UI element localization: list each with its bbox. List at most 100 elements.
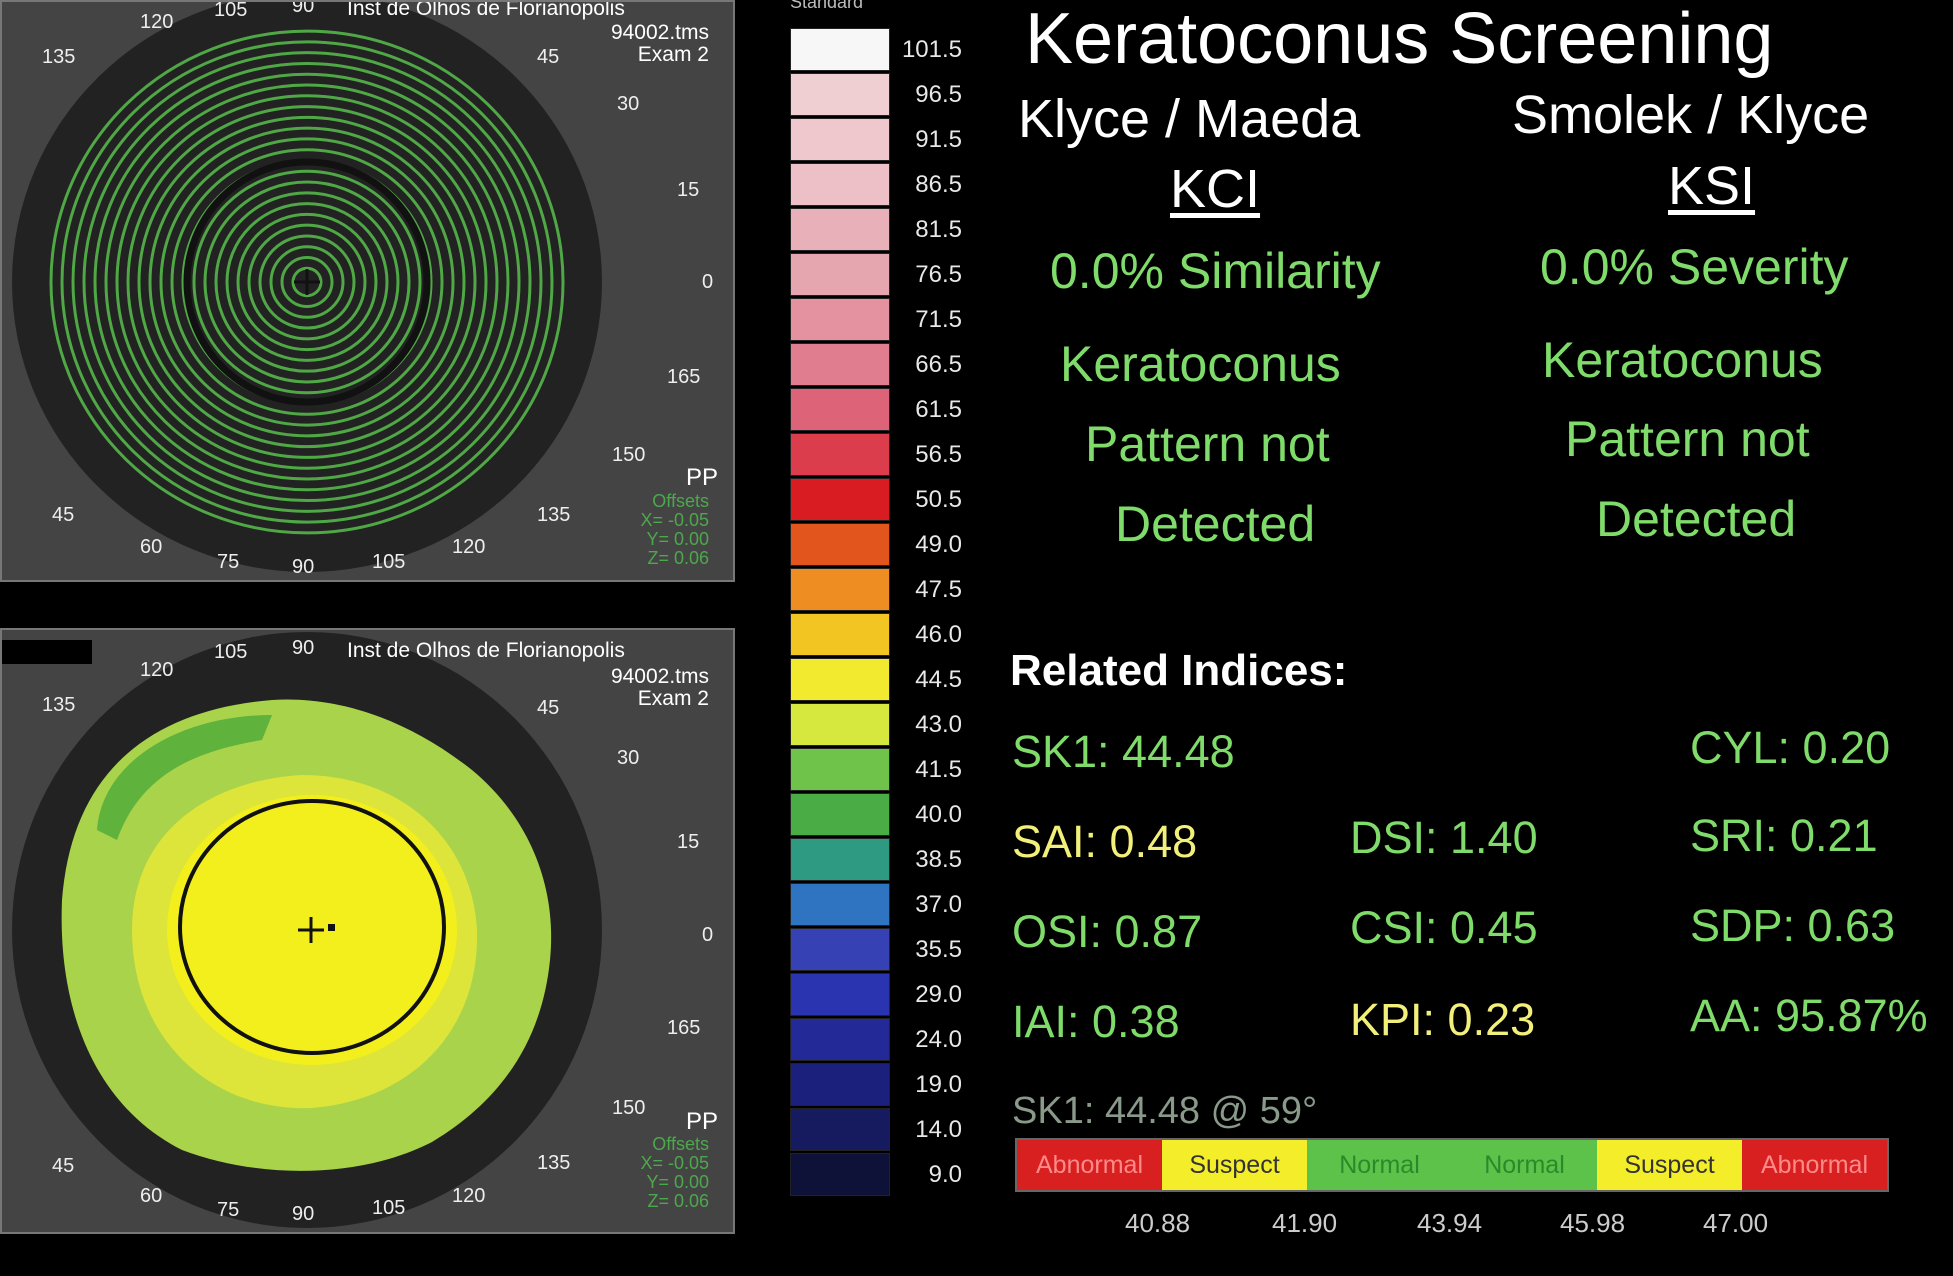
scale-swatch xyxy=(790,838,890,881)
placido-ring xyxy=(203,180,411,384)
scale-label: 43.0 xyxy=(915,711,962,738)
placido-ring xyxy=(170,148,444,416)
degree-label: 60 xyxy=(140,1185,163,1207)
scale-label: 37.0 xyxy=(915,891,962,918)
placido-ring xyxy=(148,126,466,438)
file-label: 94002.tms xyxy=(610,665,709,688)
degree-label: 45 xyxy=(537,46,560,68)
placido-ring xyxy=(247,223,367,341)
scale-swatch xyxy=(790,28,890,71)
placido-ring xyxy=(82,61,532,503)
scale-label: 101.5 xyxy=(901,36,962,63)
degree-label: 150 xyxy=(612,1097,646,1119)
degree-label: 0 xyxy=(702,924,714,946)
scale-label: 61.5 xyxy=(915,396,962,423)
degree-label: 105 xyxy=(214,0,248,21)
degree-label: 165 xyxy=(667,1017,701,1039)
placido-ring xyxy=(126,105,488,459)
placido-ring xyxy=(115,94,499,470)
placido-ring xyxy=(291,266,323,298)
cyl-index: CYL: 0.20 xyxy=(1690,722,1891,773)
degree-label: 30 xyxy=(617,93,640,115)
scale-swatch xyxy=(790,1018,890,1061)
scale-label: 66.5 xyxy=(915,351,962,378)
placido-ring xyxy=(236,212,378,352)
scale-swatch xyxy=(790,298,890,341)
scale-swatch xyxy=(790,1108,890,1151)
degree-label: 105 xyxy=(372,1197,406,1219)
degree-label: 90 xyxy=(292,1203,315,1225)
sdp-index: SDP: 0.63 xyxy=(1690,900,1896,951)
offsets-readout: Offsets X= -0.05 Y= 0.00 Z= 0.06 xyxy=(640,1134,709,1211)
kci-result: 0.0% Similarity xyxy=(1050,243,1381,299)
degree-label: 0 xyxy=(702,271,714,293)
exam-label: Exam 2 xyxy=(637,687,709,710)
placido-ring xyxy=(104,83,510,481)
degree-label: 120 xyxy=(140,659,174,681)
scale-swatch xyxy=(790,118,890,161)
related-indices-heading: Related Indices: xyxy=(1010,646,1348,695)
ksi-title: KSI xyxy=(1668,156,1756,216)
placido-ring xyxy=(225,202,389,362)
sai-index: SAI: 0.48 xyxy=(1012,816,1198,867)
scale-label: 14.0 xyxy=(915,1116,962,1143)
placido-image-panel: Inst de Olhos de Florianopolis 94002.tms… xyxy=(0,0,735,582)
kci-line1: Keratoconus xyxy=(1060,336,1341,392)
bar-segment-suspect: Suspect xyxy=(1597,1140,1742,1190)
placido-ring xyxy=(93,72,521,492)
scale-swatch xyxy=(790,928,890,971)
csi-index: CSI: 0.45 xyxy=(1350,902,1538,953)
bar-segment-normal: Normal xyxy=(1307,1140,1452,1190)
scale-swatch xyxy=(790,253,890,296)
scale-label: 9.0 xyxy=(928,1161,962,1188)
placido-rings xyxy=(2,2,733,580)
kci-title: KCI xyxy=(1170,159,1261,219)
file-label: 94002.tms xyxy=(610,21,709,44)
scale-swatch xyxy=(790,793,890,836)
bar-tick-label: 45.98 xyxy=(1560,1208,1626,1238)
scale-swatch xyxy=(790,748,890,791)
scale-label: 41.5 xyxy=(915,756,962,783)
bar-segment-abnormal: Abnormal xyxy=(1017,1140,1162,1190)
scale-label: 71.5 xyxy=(915,306,962,333)
scale-label: 47.5 xyxy=(915,576,962,603)
scale-swatch xyxy=(790,658,890,701)
dsi-index: DSI: 1.40 xyxy=(1350,812,1538,863)
scale-swatch xyxy=(790,883,890,926)
sk1-axis-readout: SK1: 44.48 @ 59° xyxy=(1012,1090,1318,1132)
scale-label: 38.5 xyxy=(915,846,962,873)
scale-swatch xyxy=(790,1153,890,1196)
kci-line3: Detected xyxy=(1115,496,1316,552)
scale-label: 49.0 xyxy=(915,531,962,558)
scale-label: 35.5 xyxy=(915,936,962,963)
scale-label: 86.5 xyxy=(915,171,962,198)
curvature-map xyxy=(2,630,733,1232)
degree-label: 15 xyxy=(677,179,700,201)
pp-label: PP xyxy=(686,1108,719,1135)
placido-ring xyxy=(280,256,334,308)
scale-swatch xyxy=(790,388,890,431)
degree-label: 135 xyxy=(42,46,76,68)
iai-index: IAI: 0.38 xyxy=(1012,996,1180,1047)
bar-tick-label: 41.90 xyxy=(1272,1208,1338,1238)
scale-label: 50.5 xyxy=(915,486,962,513)
scale-label: 44.5 xyxy=(915,666,962,693)
degree-label: 90 xyxy=(292,637,315,659)
bar-segment-suspect: Suspect xyxy=(1162,1140,1307,1190)
degree-label: 135 xyxy=(537,1152,571,1174)
degree-label: 120 xyxy=(452,1185,486,1207)
black-tab xyxy=(2,640,92,664)
exam-label: Exam 2 xyxy=(637,43,709,66)
degree-label: 135 xyxy=(42,694,76,716)
degree-label: 45 xyxy=(52,1155,75,1177)
page-title: Keratoconus Screening xyxy=(1025,0,1774,79)
bar-tick-label: 40.88 xyxy=(1125,1208,1191,1238)
scale-label: 81.5 xyxy=(915,216,962,243)
scale-label: 40.0 xyxy=(915,801,962,828)
degree-label: 150 xyxy=(612,444,646,466)
scale-swatch xyxy=(790,73,890,116)
ksi-line2: Pattern not xyxy=(1565,411,1810,467)
bar-segment-normal: Normal xyxy=(1452,1140,1597,1190)
osi-index: OSI: 0.87 xyxy=(1012,906,1203,957)
scale-swatch xyxy=(790,208,890,251)
